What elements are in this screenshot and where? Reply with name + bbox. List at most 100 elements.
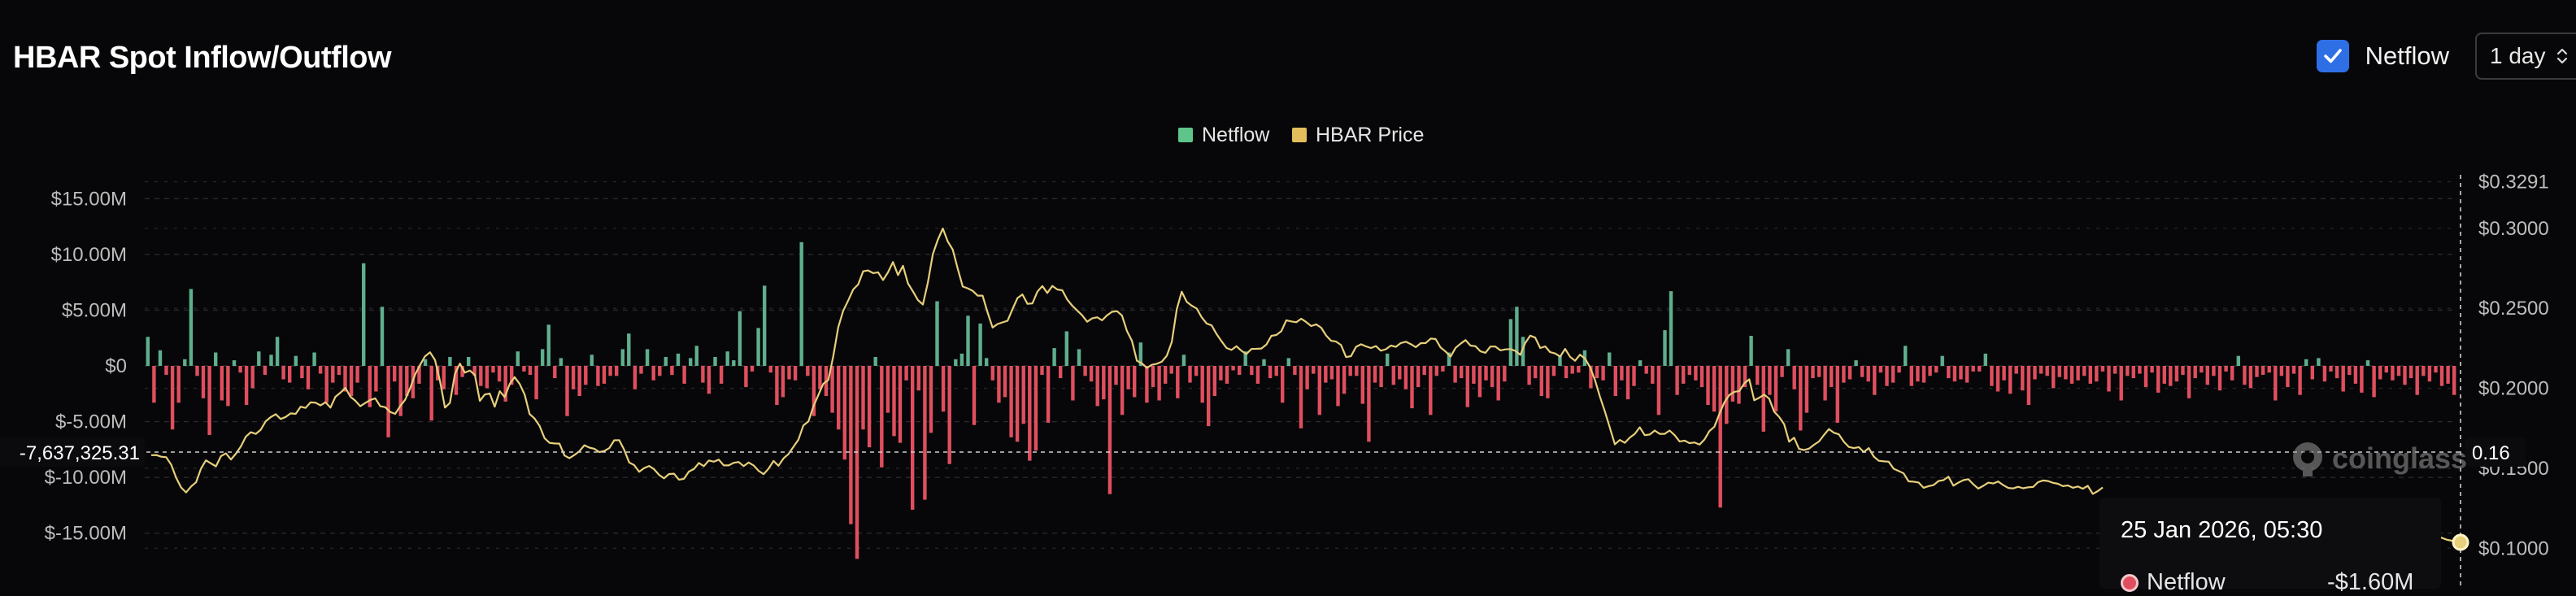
netflow-bar[interactable] bbox=[1712, 366, 1717, 412]
netflow-bar[interactable] bbox=[281, 366, 285, 380]
netflow-bar[interactable] bbox=[1546, 366, 1550, 398]
netflow-bar[interactable] bbox=[1625, 366, 1630, 400]
netflow-bar[interactable] bbox=[510, 366, 514, 385]
netflow-bar[interactable] bbox=[1453, 366, 1457, 383]
netflow-bar[interactable] bbox=[1897, 366, 1901, 373]
netflow-bar[interactable] bbox=[2365, 360, 2370, 366]
netflow-bar[interactable] bbox=[2408, 366, 2413, 379]
netflow-bar[interactable] bbox=[744, 366, 748, 388]
netflow-bar[interactable] bbox=[2021, 366, 2025, 391]
netflow-bar[interactable] bbox=[275, 337, 280, 366]
netflow-bar[interactable] bbox=[429, 366, 433, 421]
netflow-bar[interactable] bbox=[1286, 358, 1290, 366]
netflow-bar[interactable] bbox=[1360, 366, 1364, 404]
netflow-bar[interactable] bbox=[1120, 366, 1125, 415]
netflow-bar[interactable] bbox=[1274, 366, 1278, 376]
netflow-bar[interactable] bbox=[2174, 366, 2179, 382]
netflow-bar[interactable] bbox=[263, 366, 268, 375]
netflow-bar[interactable] bbox=[1262, 359, 1266, 366]
netflow-bar[interactable] bbox=[534, 366, 538, 400]
netflow-bar[interactable] bbox=[1225, 366, 1229, 384]
netflow-bar[interactable] bbox=[904, 366, 908, 381]
netflow-bar[interactable] bbox=[1484, 366, 1488, 381]
netflow-bar[interactable] bbox=[2403, 366, 2407, 385]
netflow-bar[interactable] bbox=[873, 357, 877, 366]
netflow-bar[interactable] bbox=[1638, 360, 1643, 366]
netflow-bar[interactable] bbox=[2095, 366, 2099, 382]
netflow-bar[interactable] bbox=[1243, 351, 1247, 366]
netflow-bar[interactable] bbox=[1231, 366, 1235, 371]
netflow-bar[interactable] bbox=[719, 366, 724, 384]
netflow-bar[interactable] bbox=[990, 366, 994, 381]
netflow-bar[interactable] bbox=[176, 366, 181, 403]
netflow-bar[interactable] bbox=[1916, 366, 1920, 382]
netflow-bar[interactable] bbox=[1107, 366, 1112, 494]
netflow-bar[interactable] bbox=[1780, 366, 1784, 377]
netflow-bar[interactable] bbox=[1613, 366, 1617, 396]
netflow-bar[interactable] bbox=[596, 366, 600, 386]
netflow-bar[interactable] bbox=[362, 263, 366, 366]
netflow-bar[interactable] bbox=[1064, 331, 1068, 367]
netflow-bar[interactable] bbox=[1921, 366, 1926, 383]
netflow-bar[interactable] bbox=[954, 359, 958, 366]
netflow-bar[interactable] bbox=[1971, 366, 1975, 372]
netflow-bar[interactable] bbox=[2329, 366, 2333, 372]
netflow-bar[interactable] bbox=[1749, 336, 1753, 366]
netflow-bar[interactable] bbox=[269, 355, 273, 366]
netflow-bar[interactable] bbox=[2267, 366, 2271, 373]
netflow-bar[interactable] bbox=[1909, 366, 1913, 386]
netflow-bar[interactable] bbox=[1595, 366, 1599, 379]
netflow-bar[interactable] bbox=[1188, 366, 1192, 383]
netflow-bar[interactable] bbox=[2008, 366, 2012, 394]
netflow-bar[interactable] bbox=[1768, 366, 1772, 395]
netflow-bar[interactable] bbox=[1551, 366, 1556, 376]
netflow-bar[interactable] bbox=[1052, 348, 1056, 366]
netflow-bar[interactable] bbox=[1138, 342, 1142, 366]
netflow-bar[interactable] bbox=[615, 366, 619, 376]
netflow-bar[interactable] bbox=[1200, 366, 1204, 403]
netflow-bar[interactable] bbox=[472, 366, 476, 376]
netflow-bar[interactable] bbox=[1176, 366, 1180, 398]
netflow-bar[interactable] bbox=[1811, 366, 1815, 379]
netflow-bar[interactable] bbox=[158, 350, 163, 366]
netflow-bar[interactable] bbox=[1527, 366, 1531, 385]
netflow-bar[interactable] bbox=[1743, 366, 1747, 388]
netflow-bar[interactable] bbox=[1164, 366, 1168, 384]
netflow-bar[interactable] bbox=[781, 366, 785, 398]
netflow-bar[interactable] bbox=[2181, 366, 2185, 375]
netflow-bar[interactable] bbox=[701, 366, 705, 383]
netflow-bar[interactable] bbox=[479, 366, 483, 386]
netflow-bar[interactable] bbox=[1145, 366, 1149, 403]
netflow-bar[interactable] bbox=[312, 352, 316, 367]
netflow-bar[interactable] bbox=[1046, 366, 1051, 423]
netflow-bar[interactable] bbox=[1089, 366, 1094, 382]
netflow-bar[interactable] bbox=[183, 359, 187, 366]
netflow-bar[interactable] bbox=[1601, 366, 1605, 381]
netflow-bar[interactable] bbox=[935, 301, 939, 367]
netflow-bar[interactable] bbox=[732, 360, 736, 366]
netflow-bar[interactable] bbox=[2119, 366, 2123, 401]
netflow-bar[interactable] bbox=[1706, 366, 1710, 405]
netflow-bar[interactable] bbox=[1656, 366, 1661, 415]
netflow-bar[interactable] bbox=[2291, 366, 2296, 374]
netflow-bar[interactable] bbox=[2378, 366, 2382, 380]
netflow-bar[interactable] bbox=[1737, 366, 1741, 404]
netflow-bar[interactable] bbox=[1947, 366, 1951, 379]
netflow-bar[interactable] bbox=[2384, 366, 2388, 373]
netflow-bar[interactable] bbox=[1219, 366, 1223, 381]
netflow-bar[interactable] bbox=[1194, 366, 1199, 376]
netflow-bar[interactable] bbox=[1403, 366, 1408, 389]
netflow-bar[interactable] bbox=[1126, 366, 1130, 389]
netflow-bar[interactable] bbox=[2169, 366, 2173, 386]
netflow-bar[interactable] bbox=[250, 366, 255, 389]
netflow-bar[interactable] bbox=[898, 366, 903, 443]
netflow-bar[interactable] bbox=[1730, 366, 1735, 402]
netflow-bar[interactable] bbox=[1133, 366, 1137, 398]
netflow-bar[interactable] bbox=[1071, 366, 1075, 401]
netflow-bar[interactable] bbox=[1940, 355, 1944, 366]
netflow-bar[interactable] bbox=[1009, 366, 1013, 437]
netflow-bar[interactable] bbox=[553, 366, 557, 379]
netflow-bar[interactable] bbox=[1441, 366, 1445, 372]
netflow-bar[interactable] bbox=[232, 360, 237, 366]
netflow-bar[interactable] bbox=[2360, 366, 2364, 393]
